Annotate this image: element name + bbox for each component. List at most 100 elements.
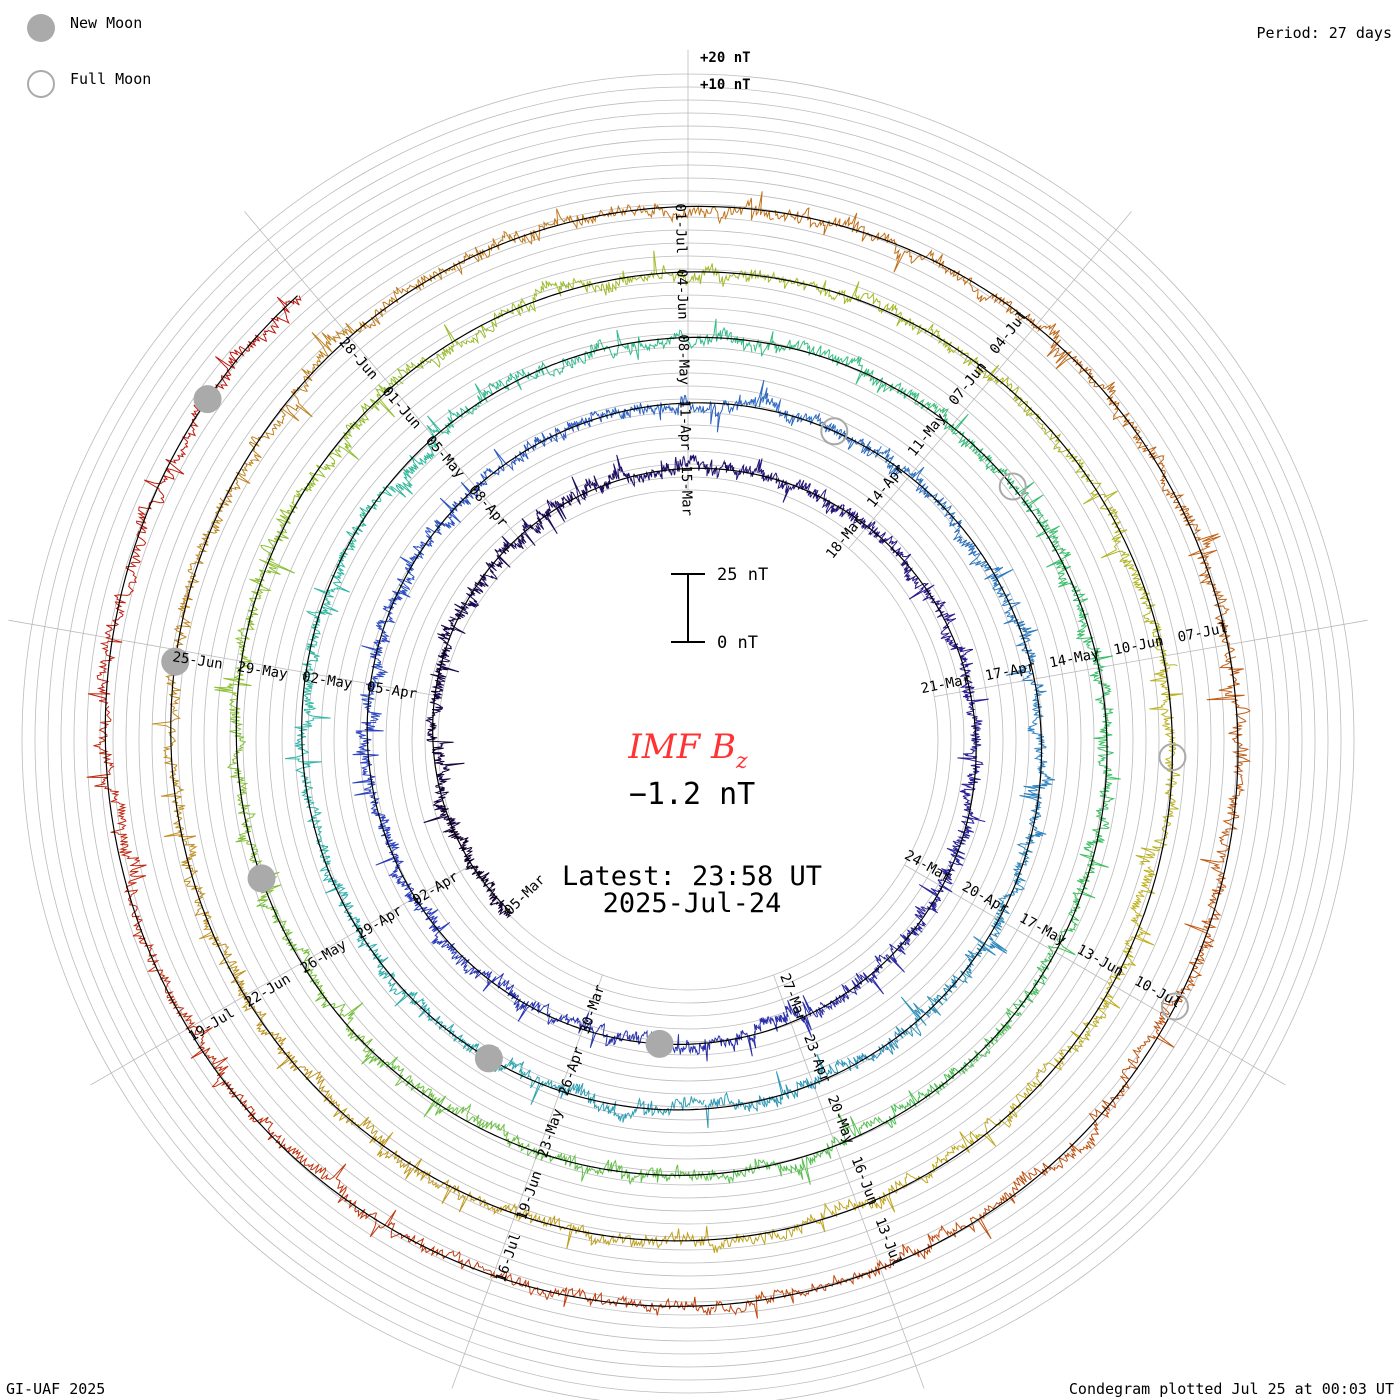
date-label: 01-Jul (672, 203, 689, 254)
series-segment (602, 394, 744, 433)
series-segment (521, 463, 620, 547)
series-segment (256, 899, 373, 1058)
series-segment (820, 926, 923, 1011)
series-segment (576, 1012, 703, 1056)
radial-spokes (8, 50, 1368, 1389)
series-segment (526, 1146, 709, 1185)
new-moon-legend-label: New Moon (70, 14, 142, 32)
series-segment (278, 1138, 482, 1270)
series-segment (396, 481, 485, 594)
series-segment (143, 943, 283, 1144)
series-segment (361, 1049, 530, 1152)
new-moon-marker (193, 385, 222, 414)
series-segment (731, 458, 843, 515)
series-segment (764, 271, 949, 349)
date-label: 05-Apr (366, 679, 418, 702)
series-segment (444, 828, 511, 919)
series-segment (839, 504, 929, 591)
series-segment (1142, 446, 1236, 659)
latest-date: 2025-Jul-24 (603, 888, 782, 919)
new-moon-marker (645, 1029, 674, 1058)
series-segment (375, 851, 466, 965)
date-label: 04-Jun (673, 269, 690, 320)
new-moon-legend-icon (27, 14, 55, 42)
series-segment (449, 532, 527, 620)
grid-spoke (848, 211, 1132, 549)
full-moon-marker (1158, 743, 1187, 772)
series-segment (913, 392, 1044, 515)
series-segment (1135, 666, 1183, 865)
series-segment (1083, 676, 1121, 851)
latest-value: −1.2 nT (629, 777, 755, 812)
scale-bar-top-label: 25 nT (717, 565, 768, 585)
series-segment (442, 351, 587, 436)
grid-spoke (244, 211, 528, 549)
moon-markers (161, 385, 1189, 1073)
grid-spoke (904, 864, 1286, 1086)
date-label: 02-May (301, 669, 353, 692)
latest-time: Latest: 23:58 UT (562, 861, 822, 892)
grid-spoke (934, 619, 1368, 697)
footer-plot-time: Condegram plotted Jul 25 at 00:03 UT (1069, 1380, 1394, 1398)
series-segment (338, 415, 444, 562)
full-moon-marker (820, 417, 849, 446)
series-segment (359, 220, 554, 331)
grid-spoke (90, 864, 472, 1086)
full-moon-legend-icon (27, 70, 55, 98)
series-segment (505, 1202, 712, 1249)
series-segment (905, 1049, 1066, 1184)
series-segment (301, 559, 351, 719)
series-segment (225, 322, 361, 504)
date-label: 29-May (236, 659, 288, 682)
series-segment (1200, 656, 1252, 888)
grid-spoke (451, 974, 603, 1389)
series-segment (87, 469, 175, 707)
grid-spoke (8, 619, 442, 697)
scale-label-plus10: +10 nT (700, 77, 751, 93)
scale-bar (671, 573, 705, 643)
series-segment (704, 1053, 852, 1129)
series-segment (701, 995, 825, 1062)
full-moon-marker (1160, 992, 1189, 1021)
full-moon-marker (998, 472, 1027, 501)
series-segment (743, 379, 879, 457)
series-segment (878, 1007, 1023, 1128)
new-moon-marker (474, 1044, 503, 1073)
date-label: 15-Mar (678, 465, 695, 516)
period-label: Period: 27 days (1257, 24, 1392, 42)
series-segment (1082, 481, 1178, 667)
series-segment (946, 341, 1094, 483)
series-segment (275, 376, 404, 532)
date-label: 08-May (675, 334, 692, 385)
date-label: 25-Jun (171, 649, 223, 672)
date-label: 11-Apr (676, 400, 693, 451)
reference-spiral (104, 205, 1239, 1307)
center-title-main: IMF B (627, 727, 736, 767)
footer-credit: GI-UAF 2025 (6, 1380, 105, 1398)
scale-label-plus20: +20 nT (700, 50, 751, 66)
series-segment (616, 454, 733, 488)
series-segment (425, 618, 466, 726)
series-segment (198, 920, 331, 1099)
series-segment (874, 445, 980, 557)
series-segment (86, 705, 147, 945)
center-title-subscript: z (735, 749, 748, 774)
series-segment (322, 875, 425, 1007)
series-segment (1066, 866, 1156, 1054)
series-segment (707, 1112, 881, 1185)
series-segment (360, 590, 411, 722)
grid-spoke (773, 974, 925, 1389)
full-moon-legend-label: Full Moon (70, 70, 151, 88)
series-segment (423, 724, 465, 833)
series-segment (460, 958, 580, 1026)
series-segment (774, 207, 980, 299)
scale-bar-bottom-label: 0 nT (717, 633, 758, 653)
series-segment (586, 318, 753, 360)
series-segment (711, 1175, 908, 1253)
series-segment (1012, 848, 1109, 1010)
series-segment (957, 697, 989, 820)
new-moon-marker (161, 647, 190, 676)
center-title: IMF Bz (627, 727, 748, 774)
